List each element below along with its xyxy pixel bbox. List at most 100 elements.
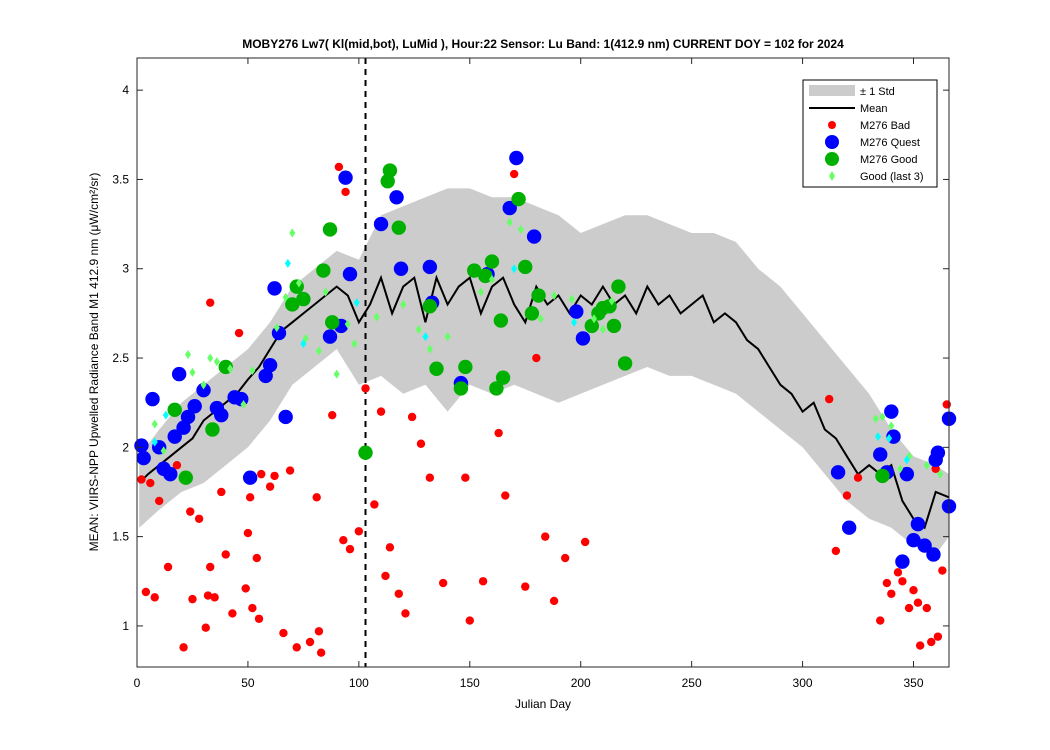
data-point bbox=[243, 528, 253, 538]
data-point bbox=[416, 439, 426, 448]
data-point bbox=[541, 532, 550, 541]
data-point bbox=[526, 229, 542, 244]
data-point bbox=[611, 279, 626, 294]
plot-frame bbox=[136, 57, 950, 668]
data-point bbox=[389, 190, 404, 205]
data-point bbox=[400, 299, 407, 309]
data-point bbox=[518, 259, 533, 275]
data-point bbox=[134, 438, 149, 453]
data-point bbox=[185, 349, 192, 359]
data-point bbox=[484, 254, 500, 269]
data-point bbox=[380, 174, 395, 189]
data-point bbox=[328, 410, 337, 420]
data-point bbox=[903, 455, 910, 465]
data-point bbox=[270, 471, 279, 481]
legend-label-mean: Mean bbox=[860, 103, 888, 115]
data-point bbox=[279, 628, 288, 638]
data-point bbox=[478, 268, 493, 284]
data-point bbox=[942, 400, 951, 409]
data-point bbox=[267, 281, 282, 296]
data-point bbox=[194, 514, 204, 523]
data-point bbox=[841, 520, 857, 535]
data-point bbox=[376, 407, 386, 416]
data-point bbox=[289, 228, 296, 238]
x-tick-label: 150 bbox=[460, 676, 480, 690]
data-point bbox=[292, 643, 301, 652]
y-tick-label: 2 bbox=[122, 440, 129, 454]
data-point bbox=[382, 163, 398, 178]
data-point bbox=[575, 331, 591, 346]
data-point bbox=[316, 648, 326, 657]
data-point bbox=[551, 291, 558, 301]
data-point bbox=[240, 399, 247, 409]
data-point bbox=[560, 553, 570, 563]
data-point bbox=[502, 200, 517, 216]
data-point bbox=[898, 577, 907, 586]
data-point bbox=[461, 473, 470, 482]
legend-label-bad: M276 Bad bbox=[860, 120, 910, 132]
data-point bbox=[922, 603, 932, 613]
series-0 bbox=[137, 162, 951, 657]
legend-label-good: M276 Good bbox=[860, 154, 917, 166]
legend-swatch-quest bbox=[825, 135, 839, 149]
data-point bbox=[913, 598, 923, 607]
data-point bbox=[875, 468, 890, 484]
data-point bbox=[394, 589, 403, 598]
series-2 bbox=[167, 163, 890, 485]
x-tick-label: 350 bbox=[903, 676, 923, 690]
data-point bbox=[917, 538, 932, 553]
data-point bbox=[160, 446, 167, 456]
data-point bbox=[295, 278, 302, 288]
data-point bbox=[284, 258, 291, 268]
data-point bbox=[893, 568, 903, 577]
data-point bbox=[344, 319, 351, 329]
data-point bbox=[937, 469, 944, 479]
data-point bbox=[872, 414, 879, 424]
data-point bbox=[262, 357, 278, 373]
data-point bbox=[289, 279, 304, 294]
data-point bbox=[897, 464, 904, 474]
data-point bbox=[899, 466, 915, 482]
data-point bbox=[933, 632, 943, 641]
data-point bbox=[494, 428, 503, 438]
data-point bbox=[167, 402, 182, 418]
data-point bbox=[189, 367, 196, 377]
data-point bbox=[257, 469, 266, 479]
data-point bbox=[391, 220, 406, 235]
data-point bbox=[426, 344, 433, 354]
data-point bbox=[608, 296, 615, 306]
data-point bbox=[227, 364, 234, 374]
series-4 bbox=[151, 258, 910, 465]
data-point bbox=[206, 298, 215, 307]
data-point bbox=[315, 346, 322, 356]
data-point bbox=[904, 603, 914, 613]
data-point bbox=[207, 353, 214, 363]
data-point bbox=[888, 421, 895, 431]
data-point bbox=[167, 429, 182, 444]
data-point bbox=[493, 313, 509, 328]
data-point bbox=[373, 216, 389, 232]
data-point bbox=[884, 404, 899, 419]
data-point bbox=[141, 587, 151, 597]
data-point bbox=[458, 359, 473, 375]
data-point bbox=[580, 537, 590, 547]
data-point bbox=[370, 500, 379, 509]
chart-title: MOBY276 Lw7( Kl(mid,bot), LuMid ), Hour:… bbox=[242, 37, 844, 51]
legend-swatch-last3 bbox=[829, 171, 835, 181]
data-point bbox=[606, 318, 622, 334]
data-point bbox=[151, 419, 158, 429]
data-point bbox=[923, 460, 930, 470]
data-point bbox=[249, 366, 256, 376]
data-point bbox=[234, 328, 244, 338]
data-point bbox=[196, 382, 211, 398]
data-point bbox=[186, 507, 195, 516]
y-tick-label: 4 bbox=[122, 83, 129, 97]
x-tick-label: 200 bbox=[571, 676, 591, 690]
data-point bbox=[316, 263, 331, 278]
data-point bbox=[537, 314, 544, 324]
data-point bbox=[517, 224, 524, 234]
legend-swatch-bad bbox=[828, 121, 836, 129]
data-point bbox=[915, 641, 925, 650]
data-point bbox=[150, 593, 159, 602]
